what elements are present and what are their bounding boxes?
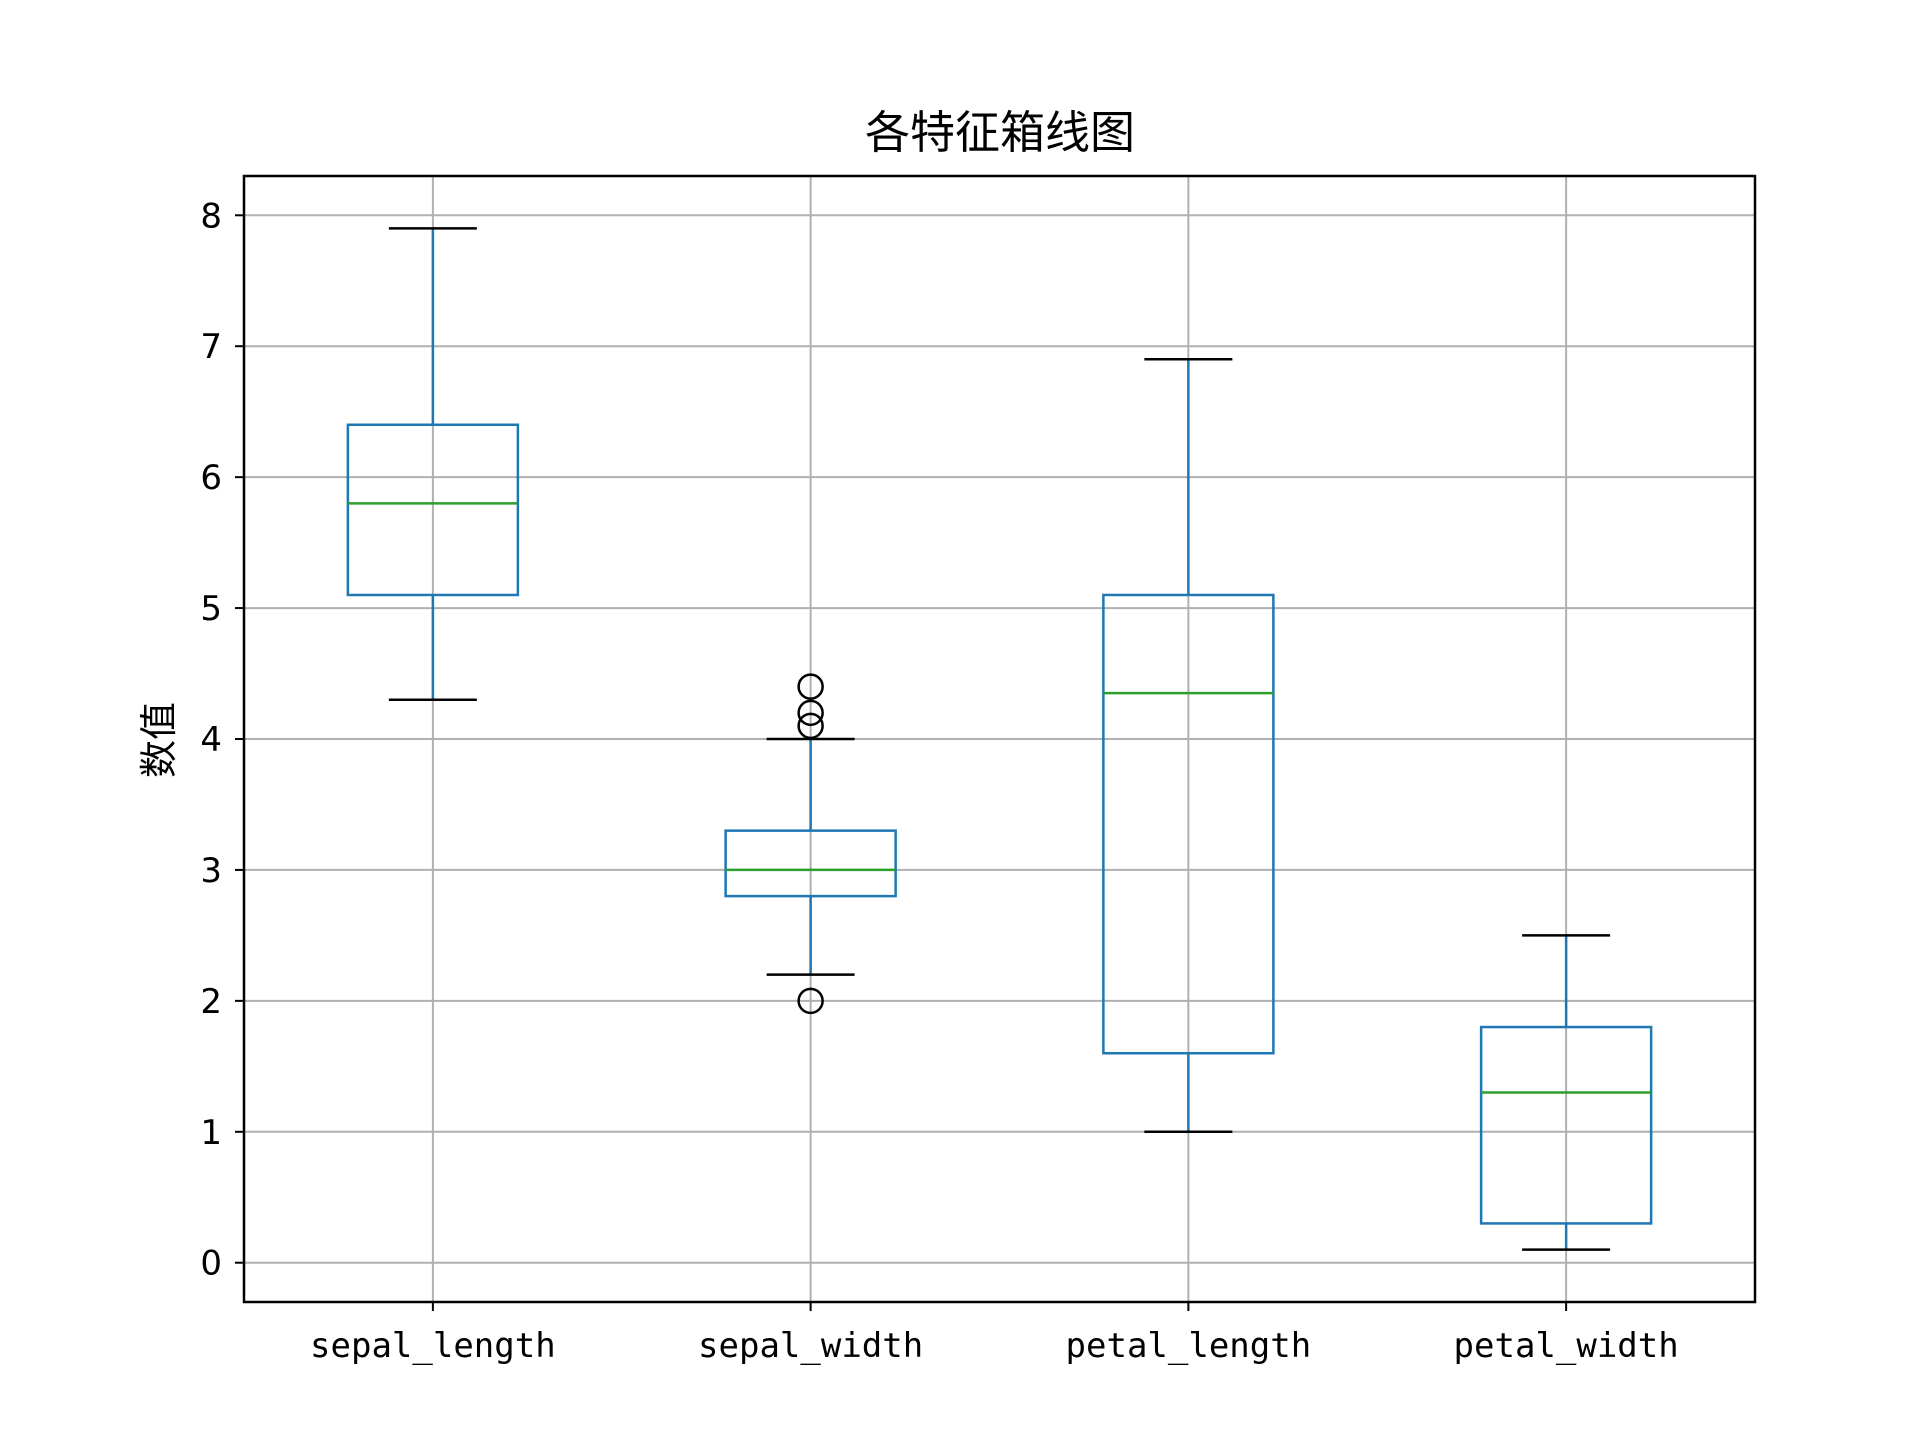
box-series	[346, 227, 1653, 1251]
iqr-box	[1479, 1025, 1653, 1225]
iqr-box	[346, 423, 520, 597]
x-tick-label: petal_width	[1454, 1326, 1679, 1366]
y-tick-label: 6	[200, 458, 222, 498]
y-tick-label: 0	[200, 1244, 222, 1284]
y-axis-label: 数值	[137, 702, 181, 778]
y-tick-label: 5	[200, 589, 222, 629]
y-tick-label: 8	[200, 196, 222, 236]
y-tick-label: 7	[200, 327, 222, 367]
outlier-point	[797, 712, 824, 740]
grid-lines	[244, 176, 1755, 1302]
axis-ticks: 0 1 2 3 4 5 6 7 8 sepal_length sepal_width petal_le…	[200, 196, 1678, 1366]
outlier-point	[797, 673, 824, 700]
x-tick-label: petal_length	[1066, 1326, 1312, 1366]
chart-title: 各特征箱线图	[865, 106, 1135, 159]
y-tick-label: 1	[200, 1113, 222, 1153]
iqr-box	[724, 829, 897, 898]
iqr-box	[1102, 593, 1275, 1055]
y-tick-label: 2	[200, 982, 222, 1022]
plot-area-frame	[242, 174, 1757, 1304]
box-sepal-length	[346, 227, 520, 701]
y-tick-label: 3	[200, 851, 222, 891]
x-tick-label: sepal_width	[698, 1326, 923, 1366]
box-sepal-width	[724, 673, 897, 1015]
x-tick-label: sepal_length	[310, 1326, 556, 1366]
y-tick-label: 4	[200, 720, 222, 760]
outlier-point	[797, 987, 824, 1015]
outlier-point	[797, 699, 824, 727]
box-petal-width	[1479, 934, 1653, 1251]
box-petal-length	[1102, 358, 1275, 1134]
